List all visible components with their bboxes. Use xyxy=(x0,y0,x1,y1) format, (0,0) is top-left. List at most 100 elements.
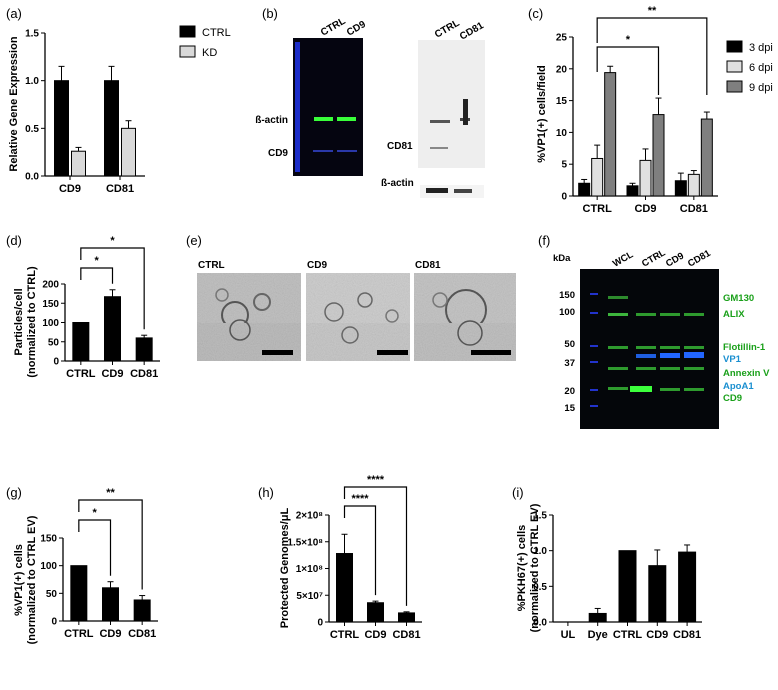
ladder-band xyxy=(590,345,598,347)
y-axis-label: Relative Gene Expression xyxy=(8,36,20,171)
chart-h: 0 5×10⁷ 1×10⁸ 1.5×10⁸ 2×10⁸ Protected Genomes… xyxy=(279,474,422,641)
bar xyxy=(626,185,639,197)
em-vesicle xyxy=(341,326,359,344)
significance-bracket xyxy=(596,46,660,95)
y-tick-label: 1.0 xyxy=(533,546,547,557)
blot-b-left: CTRL CD9 ß-actin CD9 xyxy=(255,16,368,176)
significance-label: ** xyxy=(106,487,115,499)
ladder-band xyxy=(590,405,598,407)
em-vesicle xyxy=(253,293,271,311)
bar xyxy=(578,182,591,197)
panel-label-a: (a) xyxy=(6,6,22,21)
y-tick-label: 1.0 xyxy=(25,76,39,87)
bar xyxy=(652,114,665,197)
significance-bracket xyxy=(343,486,408,606)
x-tick-label: CD81 xyxy=(392,629,420,641)
band-cd9-kd xyxy=(337,150,357,152)
x-tick-label: CD81 xyxy=(680,203,708,215)
x-tick-label: CD9 xyxy=(646,629,668,641)
bar xyxy=(121,127,136,177)
legend-label: KD xyxy=(202,47,217,59)
significance-label: * xyxy=(110,235,115,247)
band-alix-cd81 xyxy=(684,313,704,316)
panel-label-c: (c) xyxy=(528,6,543,21)
bar xyxy=(648,565,667,623)
em-image-ctrl-lower xyxy=(197,323,301,361)
y-tick-label: 1×10⁸ xyxy=(296,564,324,575)
panel-label-i: (i) xyxy=(512,485,524,500)
em-vesicle xyxy=(229,319,251,341)
significance-label: * xyxy=(95,255,100,267)
band-alix-ctrl xyxy=(636,313,656,316)
significance-bracket xyxy=(343,505,377,596)
band-actin-ctrl xyxy=(314,117,333,121)
blot-b-left-lane-cd9: CD9 xyxy=(345,19,368,39)
em-label-ctrl: CTRL xyxy=(198,260,225,271)
ladder-label-50: 50 xyxy=(564,339,575,350)
chart-g: 0 50 100 150 %VP1(+) cells (normalized to CTR… xyxy=(13,487,158,644)
band-alix-wcl xyxy=(608,313,628,316)
marker-gm130: GM130 xyxy=(723,293,754,304)
blot-b-label-actin: ß-actin xyxy=(255,115,288,126)
x-tick-label: CTRL xyxy=(66,368,96,380)
band-annexin-wcl xyxy=(608,367,628,370)
em-image-ctrl xyxy=(197,273,301,323)
band-cd81-ctrl-lower xyxy=(430,147,448,149)
ladder-band xyxy=(590,312,598,314)
y-tick-label: 0.0 xyxy=(25,172,39,183)
em-vesicle xyxy=(215,288,229,302)
lane-ctrl: CTRL xyxy=(640,247,668,269)
y-axis-label: (normalized to CTRL EV) xyxy=(26,515,38,644)
chart-c: 0 5 10 15 20 25 %VP1(+) cells/field CTRL CD9 CD81… xyxy=(536,5,773,215)
em-vesicle xyxy=(432,292,448,308)
y-tick-label: 150 xyxy=(42,299,59,310)
x-tick-label: CD9 xyxy=(634,203,656,215)
band-vp1-cd81 xyxy=(684,352,704,358)
y-tick-label: 15 xyxy=(556,96,568,107)
lane-cd9: CD9 xyxy=(664,251,686,270)
y-tick-label: 1.5×10⁸ xyxy=(287,537,323,548)
band-cd9-cd9-f xyxy=(660,388,680,391)
band-alix-cd9 xyxy=(660,313,680,316)
bar xyxy=(604,72,617,197)
ladder-lane xyxy=(295,42,300,172)
scale-bar-cd81 xyxy=(471,350,511,355)
x-tick-label: CD81 xyxy=(673,629,701,641)
x-tick-label: CTRL xyxy=(613,629,643,641)
band-vp1-cd9 xyxy=(660,353,680,358)
band-cd9-ctrl-f xyxy=(630,386,652,392)
bar xyxy=(639,159,652,197)
panel-label-h: (h) xyxy=(258,485,274,500)
lane-wcl: WCL xyxy=(611,249,635,269)
legend-label: 6 dpi xyxy=(749,62,773,74)
y-tick-label: 200 xyxy=(42,280,59,291)
legend-swatch xyxy=(726,60,743,73)
ladder-label-20: 20 xyxy=(564,386,575,397)
band-cd9-cd81-f xyxy=(684,388,704,391)
bar xyxy=(398,612,415,623)
bar xyxy=(687,173,700,197)
blot-b-right: CTRL CD81 CD81 ß-actin xyxy=(381,18,486,198)
band-cd9-ctrl xyxy=(313,150,333,152)
marker-cd9: CD9 xyxy=(723,393,742,404)
y-axis-label: Particles/cell xyxy=(13,288,25,355)
bar xyxy=(591,157,604,197)
bar xyxy=(678,551,697,623)
blot-b-right-lane-cd81: CD81 xyxy=(458,20,486,43)
y-tick-label: 0 xyxy=(561,192,567,203)
x-tick-label: CD9 xyxy=(59,183,81,195)
y-axis-label: (normalized to CTRL) xyxy=(26,266,38,378)
y-tick-label: 10 xyxy=(556,128,568,139)
x-tick-label: CD81 xyxy=(106,183,134,195)
y-tick-label: 1.5 xyxy=(533,511,547,522)
blot-b-right-lane-ctrl: CTRL xyxy=(433,18,462,41)
em-images: CTRL CD9 CD81 xyxy=(197,260,516,361)
x-tick-label: CD81 xyxy=(130,368,158,380)
band-gm130-wcl xyxy=(608,296,628,299)
em-image-cd81-lower xyxy=(414,323,516,361)
kda-label: kDa xyxy=(553,253,571,264)
y-tick-label: 20 xyxy=(556,64,568,75)
legend-label: CTRL xyxy=(202,27,231,39)
significance-bracket xyxy=(78,519,112,576)
